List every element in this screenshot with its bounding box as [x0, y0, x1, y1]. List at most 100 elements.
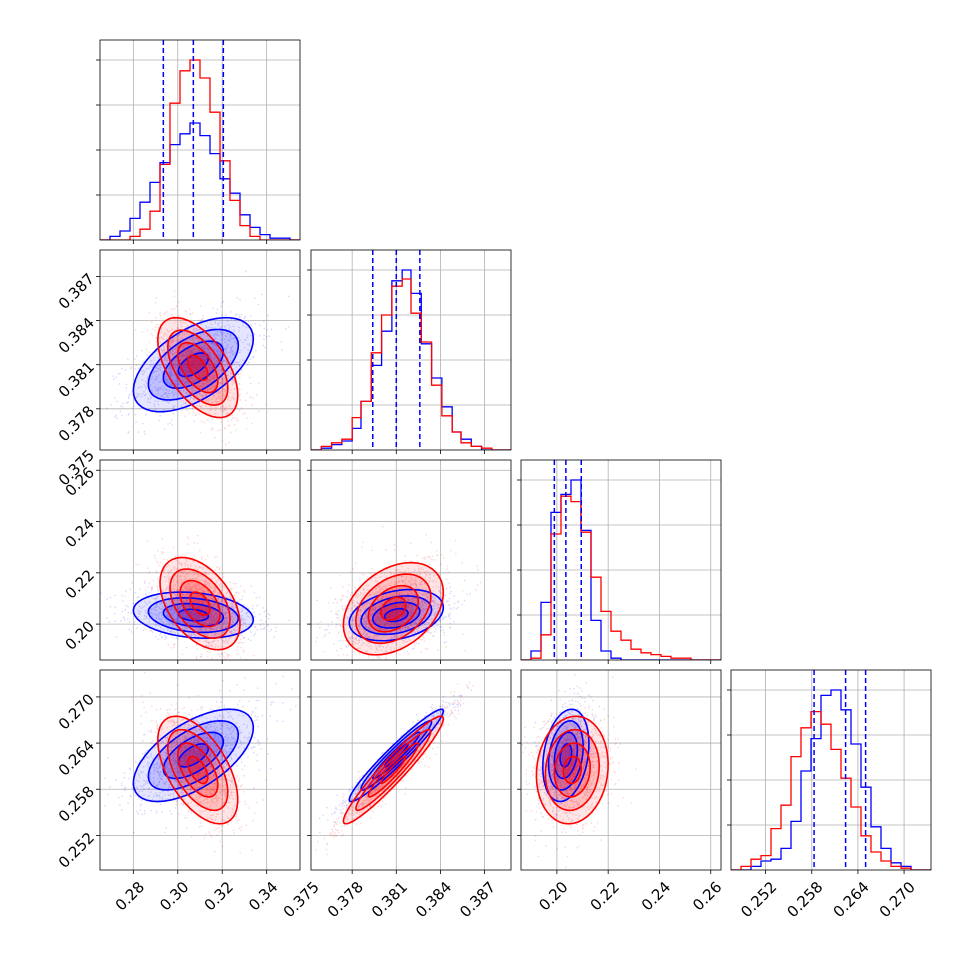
x-tick-label: 0.387	[456, 878, 499, 921]
density-fill-series_b	[170, 568, 230, 639]
pair-group-3-2	[521, 674, 637, 868]
x-tick-label: 0.22	[587, 878, 623, 914]
density-fill-series_b	[343, 562, 444, 655]
hist-series_b	[521, 495, 721, 660]
pair-group-1-0	[106, 270, 290, 446]
density-fill-series_a	[133, 317, 254, 412]
contour-series_b	[177, 742, 219, 798]
x-tick-label: 0.258	[783, 878, 826, 921]
y-tick-label: 0.22	[62, 566, 98, 602]
y-tick-label: 0.270	[55, 690, 98, 733]
contour-series_b	[186, 755, 209, 785]
density-fill-series_b	[187, 756, 208, 784]
density-fill-series_a	[148, 720, 239, 790]
density-fill-series_b	[157, 716, 238, 824]
x-tick-label: 0.34	[245, 878, 281, 914]
contour-series_b	[553, 742, 592, 798]
density-fill-series_b	[177, 342, 218, 393]
contour-series_b	[380, 596, 407, 622]
contour-series_a	[162, 731, 225, 780]
contour-series_a	[360, 595, 433, 636]
x-tick-label: 0.378	[324, 878, 367, 921]
density-fill-series_a	[361, 595, 432, 635]
contour-series_a	[162, 602, 225, 628]
contour-series_a	[147, 719, 240, 791]
hist-group-2	[521, 460, 721, 660]
density-fill-series_a	[384, 608, 409, 622]
panel-frame	[310, 249, 512, 451]
x-tick-label: 0.30	[156, 878, 192, 914]
density-fill-series_a	[133, 709, 254, 802]
x-tick-label: 0.28	[112, 878, 148, 914]
contour-series_b	[179, 579, 221, 628]
panel-frame	[99, 459, 301, 661]
contour-series_a	[547, 719, 584, 791]
density-fill-series_a	[148, 329, 239, 400]
x-tick-label: 0.32	[201, 878, 237, 914]
hist-series_b	[311, 278, 511, 450]
hist-group-0	[100, 40, 300, 240]
x-tick-label: 0.381	[368, 878, 411, 921]
panel-frame	[520, 459, 722, 661]
hist-series_b	[100, 59, 300, 240]
x-tick-label: 0.375	[280, 878, 323, 921]
contour-series_b	[562, 755, 583, 785]
pair-group-2-0	[100, 535, 291, 660]
x-tick-label: 0.26	[689, 878, 725, 914]
contour-series_b	[355, 573, 432, 645]
contour-series_b	[166, 329, 229, 406]
density-fill-series_b	[355, 574, 431, 644]
contour-series_b	[380, 755, 407, 785]
contour-series_a	[132, 316, 255, 413]
density-fill-series_b	[187, 355, 208, 381]
panel-frame	[730, 669, 932, 871]
contour-series_a	[177, 352, 210, 378]
contour-series_b	[156, 316, 239, 419]
density-fill-series_a	[178, 609, 209, 621]
hist-series_b	[731, 710, 931, 870]
panel-frame	[310, 459, 512, 661]
panel-frame	[520, 669, 722, 871]
contour-series_b	[367, 742, 420, 798]
y-tick-label: 0.24	[62, 515, 98, 551]
contour-series_a	[348, 708, 445, 803]
contour-series_b	[544, 728, 600, 812]
contour-series_b	[157, 715, 239, 825]
hist-series_a	[311, 269, 511, 450]
contour-series_b	[186, 354, 209, 381]
y-tick-label: 0.20	[62, 617, 98, 653]
contour-series_b	[159, 556, 241, 651]
contour-series_b	[367, 584, 420, 633]
panel-frame	[99, 249, 301, 451]
density-fill-series_b	[368, 585, 419, 632]
hist-group-1	[311, 250, 511, 450]
contour-series_a	[147, 328, 240, 401]
contour-series_b	[176, 341, 219, 394]
x-tick-label: 0.270	[876, 878, 919, 921]
contour-series_b	[355, 728, 432, 812]
panel-frame	[99, 669, 301, 871]
contour-series_a	[177, 608, 210, 622]
x-tick-label: 0.252	[737, 878, 780, 921]
density-fill-series_b	[167, 729, 228, 811]
panel-frame	[99, 39, 301, 241]
x-tick-label: 0.384	[412, 878, 455, 921]
x-tick-label: 0.264	[830, 878, 873, 921]
density-fill-series_a	[163, 341, 224, 389]
density-fill-series_b	[157, 317, 238, 418]
x-tick-label: 0.20	[535, 878, 571, 914]
y-tick-label: 0.384	[55, 314, 98, 357]
y-tick-label: 0.258	[55, 783, 98, 826]
contour-series_b	[167, 728, 229, 812]
density-fill-series_a	[163, 603, 224, 627]
contour-series_b	[169, 568, 231, 639]
contour-series_a	[383, 607, 409, 623]
y-tick-label: 0.381	[55, 358, 98, 401]
panel-frame	[310, 669, 512, 871]
contour-series_b	[189, 591, 211, 616]
contour-series_b	[342, 715, 445, 825]
contour-series_b	[342, 561, 445, 656]
pair-group-3-0	[104, 672, 297, 854]
contour-series_b	[535, 715, 609, 825]
